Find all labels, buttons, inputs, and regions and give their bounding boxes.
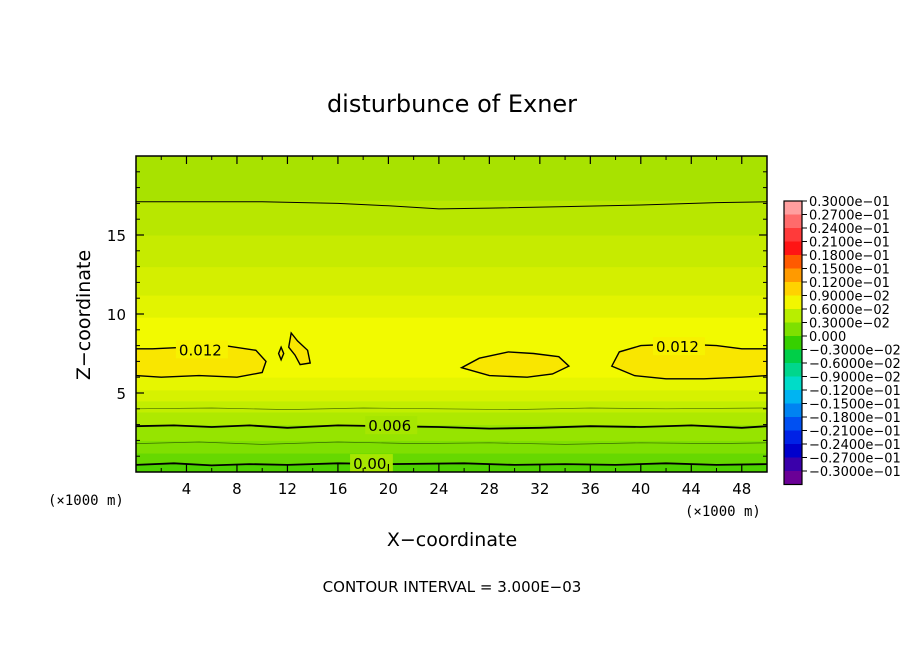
colorbar-label-8: 0.6000e−02 <box>809 303 890 318</box>
x-tick-label-11: 48 <box>732 480 751 498</box>
x-tick-label-7: 32 <box>530 480 549 498</box>
colorbar-swatch-4 <box>784 255 802 269</box>
minor-contour-0 <box>136 441 767 445</box>
colorbar-swatch-12 <box>784 363 802 377</box>
max-region-2 <box>610 343 767 380</box>
x-unit-label-left: (×1000 m) <box>48 493 124 509</box>
contour-line-2 <box>136 201 767 210</box>
colorbar-swatch-19 <box>784 457 802 471</box>
x-tick-label-2: 12 <box>278 480 297 498</box>
field-band-6 <box>136 389 767 402</box>
x-tick-label-4: 20 <box>379 480 398 498</box>
colorbar-swatch-7 <box>784 295 802 309</box>
x-tick-label-8: 36 <box>581 480 600 498</box>
colorbar-label-18: −0.2400e−01 <box>809 438 901 453</box>
field-band-3 <box>136 424 767 441</box>
field-band-11 <box>136 235 767 268</box>
colorbar-label-4: 0.1800e−01 <box>809 249 890 264</box>
colorbar-label-14: −0.1200e−01 <box>809 384 901 399</box>
max-region-0 <box>136 344 267 378</box>
field-band-7 <box>136 377 767 391</box>
y-tick-label-2: 15 <box>107 227 126 245</box>
field-band-0 <box>136 464 767 472</box>
colorbar-frame <box>783 200 803 486</box>
contour-interval-footer: CONTOUR INTERVAL = 3.000E−03 <box>323 578 582 596</box>
field-band-13 <box>136 156 767 201</box>
colorbar-label-19: −0.2700e−01 <box>809 452 901 467</box>
colorbar-label-10: 0.000 <box>809 330 846 345</box>
colorbar-swatch-0 <box>784 201 802 215</box>
colorbar-label-3: 0.2100e−01 <box>809 236 890 251</box>
contour-label-bg-3 <box>350 454 393 472</box>
colorbar-label-5: 0.1500e−01 <box>809 263 890 278</box>
colorbar-label-11: −0.3000e−02 <box>809 344 901 359</box>
minor-contour-1 <box>136 407 767 410</box>
field-band-5 <box>136 400 767 413</box>
contour-label-2: 0.006 <box>368 417 411 435</box>
contour-label-0: 0.012 <box>179 341 222 359</box>
colorbar-swatch-16 <box>784 417 802 431</box>
colorbar-label-12: −0.6000e−02 <box>809 357 901 372</box>
field-band-9 <box>136 295 767 318</box>
y-tick-label-0: 5 <box>116 385 126 403</box>
colorbar-label-13: −0.9000e−02 <box>809 371 901 386</box>
field-band-10 <box>136 266 767 296</box>
colorbar-swatch-2 <box>784 228 802 242</box>
chart-title: disturbunce of Exner <box>327 90 577 118</box>
colorbar-label-20: −0.3000e−01 <box>809 465 901 480</box>
colorbar-label-15: −0.1500e−01 <box>809 398 901 413</box>
field-band-4 <box>136 411 767 426</box>
colorbar-swatch-10 <box>784 336 802 350</box>
colorbar-swatch-11 <box>784 349 802 363</box>
colorbar-swatch-3 <box>784 241 802 255</box>
field-band-12 <box>136 200 767 236</box>
contour-label-3: 0.00 <box>353 455 386 473</box>
x-unit-label-right: (×1000 m) <box>685 504 761 520</box>
contour-label-1: 0.012 <box>656 338 699 356</box>
field-band-2 <box>136 440 767 454</box>
colorbar-label-2: 0.2400e−01 <box>809 222 890 237</box>
x-tick-label-1: 8 <box>232 480 242 498</box>
y-tick-label-1: 10 <box>107 306 126 324</box>
x-axis-label: X−coordinate <box>387 529 517 551</box>
field-band-1 <box>136 453 767 465</box>
contour-label-bg-1 <box>652 337 705 356</box>
colorbar-label-7: 0.9000e−02 <box>809 290 890 305</box>
x-tick-label-5: 24 <box>429 480 448 498</box>
colorbar-swatch-15 <box>784 403 802 417</box>
contour-label-bg-0 <box>175 340 228 359</box>
colorbar-label-17: −0.2100e−01 <box>809 425 901 440</box>
contour-line-0 <box>136 462 767 467</box>
y-axis-label: Z−coordinate <box>73 250 95 380</box>
contour-label-bg-2 <box>365 416 418 435</box>
x-tick-label-3: 16 <box>328 480 347 498</box>
colorbar-label-1: 0.2700e−01 <box>809 209 890 224</box>
max-region-1 <box>459 351 571 378</box>
colorbar-swatch-9 <box>784 322 802 336</box>
colorbar-swatch-5 <box>784 268 802 282</box>
colorbar-swatch-18 <box>784 444 802 458</box>
colorbar-swatch-6 <box>784 282 802 296</box>
colorbar-swatch-1 <box>784 214 802 228</box>
max-region-4 <box>277 345 285 362</box>
x-tick-label-0: 4 <box>182 480 192 498</box>
colorbar-swatch-17 <box>784 430 802 444</box>
max-region-3 <box>287 331 312 366</box>
colorbar-label-9: 0.3000e−02 <box>809 317 890 332</box>
colorbar-swatch-14 <box>784 390 802 404</box>
x-tick-label-9: 40 <box>631 480 650 498</box>
colorbar-swatch-13 <box>784 376 802 390</box>
colorbar-swatch-20 <box>784 471 802 485</box>
colorbar: 0.3000e−010.2700e−010.2400e−010.2100e−01… <box>783 195 901 486</box>
colorbar-swatch-8 <box>784 309 802 323</box>
colorbar-label-0: 0.3000e−01 <box>809 195 890 210</box>
contour-line-1 <box>136 424 767 430</box>
x-tick-label-10: 44 <box>682 480 701 498</box>
colorbar-label-16: −0.1800e−01 <box>809 411 901 426</box>
colorbar-label-6: 0.1200e−01 <box>809 276 890 291</box>
x-tick-label-6: 28 <box>480 480 499 498</box>
